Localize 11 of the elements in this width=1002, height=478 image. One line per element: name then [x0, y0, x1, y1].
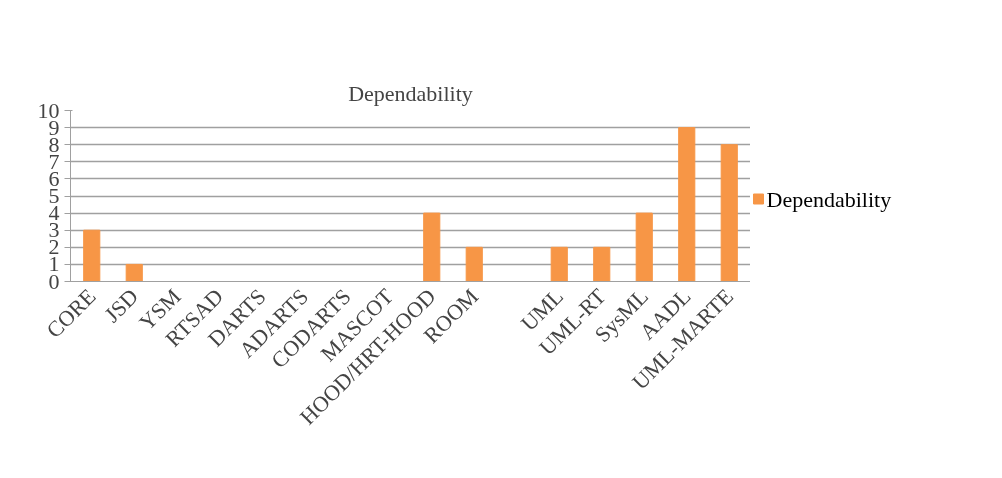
bar	[83, 229, 101, 282]
bar	[678, 127, 696, 282]
bar	[635, 212, 653, 282]
bar	[720, 144, 738, 282]
bar	[423, 212, 441, 282]
chart-title: Dependability	[348, 80, 473, 106]
bar	[125, 263, 143, 282]
bar	[550, 246, 568, 282]
legend-label: Dependability	[766, 186, 892, 212]
bar	[465, 246, 483, 282]
bar	[593, 246, 611, 282]
